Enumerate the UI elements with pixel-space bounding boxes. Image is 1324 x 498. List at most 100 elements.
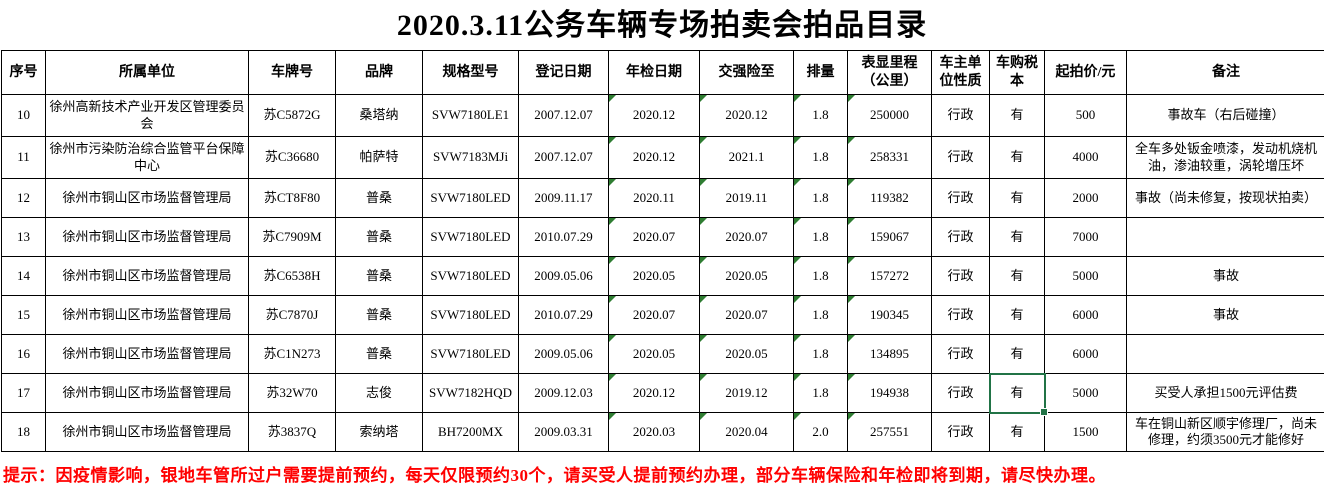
cell-model[interactable]: SVW7180LE1 — [422, 94, 519, 137]
column-header-seq[interactable]: 序号 — [1, 50, 46, 95]
column-header-insurance_until[interactable]: 交强险至 — [699, 50, 794, 95]
cell-reg_date[interactable]: 2007.12.07 — [518, 94, 609, 137]
cell-plate[interactable]: 苏C7870J — [248, 295, 336, 335]
cell-remark[interactable]: 事故车（右后碰撞） — [1126, 94, 1324, 137]
cell-remark[interactable]: 事故 — [1126, 295, 1324, 335]
cell-brand[interactable]: 志俊 — [335, 373, 423, 413]
cell-model[interactable]: SVW7180LED — [422, 334, 519, 374]
cell-tax_book[interactable]: 有 — [989, 136, 1045, 179]
cell-displacement[interactable]: 1.8 — [793, 373, 848, 413]
cell-start_price[interactable]: 4000 — [1044, 136, 1127, 179]
cell-inspection_date[interactable]: 2020.07 — [608, 217, 700, 257]
cell-seq[interactable]: 16 — [1, 334, 46, 374]
cell-brand[interactable]: 索纳塔 — [335, 412, 423, 452]
cell-plate[interactable]: 苏32W70 — [248, 373, 336, 413]
cell-model[interactable]: BH7200MX — [422, 412, 519, 452]
cell-owner_type[interactable]: 行政 — [931, 256, 990, 296]
cell-model[interactable]: SVW7182HQD — [422, 373, 519, 413]
cell-plate[interactable]: 苏CT8F80 — [248, 178, 336, 218]
cell-tax_book[interactable]: 有 — [989, 178, 1045, 218]
cell-seq[interactable]: 12 — [1, 178, 46, 218]
cell-insurance_until[interactable]: 2021.1 — [699, 136, 794, 179]
cell-unit[interactable]: 徐州市铜山区市场监督管理局 — [45, 256, 249, 296]
cell-seq[interactable]: 14 — [1, 256, 46, 296]
cell-tax_book[interactable]: 有 — [989, 256, 1045, 296]
cell-plate[interactable]: 苏C6538H — [248, 256, 336, 296]
cell-reg_date[interactable]: 2009.05.06 — [518, 334, 609, 374]
column-header-mileage[interactable]: 表显里程（公里） — [847, 50, 932, 95]
cell-start_price[interactable]: 6000 — [1044, 295, 1127, 335]
column-header-model[interactable]: 规格型号 — [422, 50, 519, 95]
cell-unit[interactable]: 徐州市铜山区市场监督管理局 — [45, 178, 249, 218]
cell-inspection_date[interactable]: 2020.05 — [608, 256, 700, 296]
cell-displacement[interactable]: 1.8 — [793, 178, 848, 218]
cell-displacement[interactable]: 1.8 — [793, 334, 848, 374]
cell-insurance_until[interactable]: 2020.07 — [699, 295, 794, 335]
cell-start_price[interactable]: 500 — [1044, 94, 1127, 137]
cell-mileage[interactable]: 194938 — [847, 373, 932, 413]
cell-remark[interactable] — [1126, 334, 1324, 374]
column-header-plate[interactable]: 车牌号 — [248, 50, 336, 95]
cell-inspection_date[interactable]: 2020.12 — [608, 136, 700, 179]
cell-inspection_date[interactable]: 2020.07 — [608, 295, 700, 335]
cell-plate[interactable]: 苏C7909M — [248, 217, 336, 257]
cell-reg_date[interactable]: 2007.12.07 — [518, 136, 609, 179]
cell-insurance_until[interactable]: 2020.12 — [699, 94, 794, 137]
cell-start_price[interactable]: 7000 — [1044, 217, 1127, 257]
column-header-start_price[interactable]: 起拍价/元 — [1044, 50, 1127, 95]
cell-tax_book[interactable]: 有 — [989, 94, 1045, 137]
cell-seq[interactable]: 15 — [1, 295, 46, 335]
cell-brand[interactable]: 普桑 — [335, 256, 423, 296]
cell-brand[interactable]: 普桑 — [335, 334, 423, 374]
cell-seq[interactable]: 10 — [1, 94, 46, 137]
cell-mileage[interactable]: 257551 — [847, 412, 932, 452]
cell-owner_type[interactable]: 行政 — [931, 94, 990, 137]
column-header-inspection_date[interactable]: 年检日期 — [608, 50, 700, 95]
cell-seq[interactable]: 13 — [1, 217, 46, 257]
cell-brand[interactable]: 普桑 — [335, 217, 423, 257]
cell-reg_date[interactable]: 2009.05.06 — [518, 256, 609, 296]
cell-owner_type[interactable]: 行政 — [931, 295, 990, 335]
cell-displacement[interactable]: 1.8 — [793, 295, 848, 335]
cell-remark[interactable]: 全车多处钣金喷漆，发动机烧机油，渗油较重，涡轮增压坏 — [1126, 136, 1324, 179]
cell-inspection_date[interactable]: 2020.12 — [608, 373, 700, 413]
cell-inspection_date[interactable]: 2020.12 — [608, 94, 700, 137]
cell-seq[interactable]: 11 — [1, 136, 46, 179]
cell-insurance_until[interactable]: 2020.04 — [699, 412, 794, 452]
cell-plate[interactable]: 苏C5872G — [248, 94, 336, 137]
cell-model[interactable]: SVW7180LED — [422, 295, 519, 335]
cell-inspection_date[interactable]: 2020.11 — [608, 178, 700, 218]
cell-model[interactable]: SVW7183MJi — [422, 136, 519, 179]
column-header-unit[interactable]: 所属单位 — [45, 50, 249, 95]
cell-start_price[interactable]: 6000 — [1044, 334, 1127, 374]
cell-remark[interactable]: 事故（尚未修复，按现状拍卖） — [1126, 178, 1324, 218]
cell-tax_book[interactable]: 有 — [989, 412, 1045, 452]
cell-owner_type[interactable]: 行政 — [931, 373, 990, 413]
column-header-owner_type[interactable]: 车主单位性质 — [931, 50, 990, 95]
column-header-reg_date[interactable]: 登记日期 — [518, 50, 609, 95]
column-header-displacement[interactable]: 排量 — [793, 50, 848, 95]
cell-brand[interactable]: 普桑 — [335, 295, 423, 335]
cell-mileage[interactable]: 119382 — [847, 178, 932, 218]
cell-remark[interactable]: 事故 — [1126, 256, 1324, 296]
cell-plate[interactable]: 苏C36680 — [248, 136, 336, 179]
cell-insurance_until[interactable]: 2020.05 — [699, 334, 794, 374]
cell-owner_type[interactable]: 行政 — [931, 178, 990, 218]
cell-unit[interactable]: 徐州市铜山区市场监督管理局 — [45, 412, 249, 452]
cell-unit[interactable]: 徐州市铜山区市场监督管理局 — [45, 217, 249, 257]
cell-tax_book[interactable]: 有 — [989, 217, 1045, 257]
cell-mileage[interactable]: 157272 — [847, 256, 932, 296]
cell-model[interactable]: SVW7180LED — [422, 217, 519, 257]
cell-owner_type[interactable]: 行政 — [931, 334, 990, 374]
cell-plate[interactable]: 苏C1N273 — [248, 334, 336, 374]
cell-remark[interactable]: 车在铜山新区顺宇修理厂，尚未修理，约须3500元才能修好 — [1126, 412, 1324, 452]
cell-displacement[interactable]: 2.0 — [793, 412, 848, 452]
cell-mileage[interactable]: 190345 — [847, 295, 932, 335]
cell-displacement[interactable]: 1.8 — [793, 256, 848, 296]
column-header-remark[interactable]: 备注 — [1126, 50, 1324, 95]
cell-reg_date[interactable]: 2009.03.31 — [518, 412, 609, 452]
cell-unit[interactable]: 徐州市铜山区市场监督管理局 — [45, 334, 249, 374]
cell-unit[interactable]: 徐州市铜山区市场监督管理局 — [45, 295, 249, 335]
column-header-brand[interactable]: 品牌 — [335, 50, 423, 95]
cell-remark[interactable] — [1126, 217, 1324, 257]
